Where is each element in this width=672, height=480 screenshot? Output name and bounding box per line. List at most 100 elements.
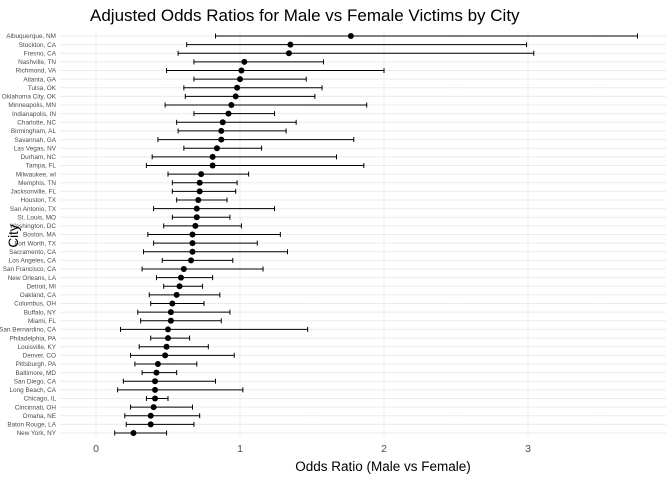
y-axis-title: City xyxy=(6,224,21,247)
y-tick-label: St. Louis, MO xyxy=(17,214,56,221)
y-tick-label: Miami, FL xyxy=(28,318,56,325)
y-tick-label: Memphis, TN xyxy=(18,180,56,187)
x-tick-label: 3 xyxy=(525,443,531,455)
odds-ratio-point xyxy=(189,240,196,247)
y-tick-label: New Orleans, LA xyxy=(8,275,57,282)
y-tick-label: Charlotte, NC xyxy=(17,120,56,127)
y-tick-label: Pittsburgh, PA xyxy=(16,361,57,368)
odds-ratio-point xyxy=(177,274,184,281)
y-tick-label: Buffalo, NY xyxy=(24,309,57,316)
y-tick-label: Indianapolis, IN xyxy=(12,111,56,118)
odds-ratio-point xyxy=(180,266,187,273)
odds-ratio-point xyxy=(192,222,199,229)
chart-title: Adjusted Odds Ratios for Male vs Female … xyxy=(90,6,520,25)
odds-ratio-point xyxy=(287,41,294,48)
y-tick-label: Sacramento, CA xyxy=(9,249,57,256)
odds-ratio-point xyxy=(165,326,171,333)
y-tick-label: Albuquerque, NM xyxy=(6,33,56,40)
odds-ratio-point xyxy=(196,188,203,195)
odds-ratio-point xyxy=(165,335,171,342)
odds-ratio-point xyxy=(285,50,292,57)
y-tick-label: Minneapolis, MN xyxy=(8,102,56,109)
odds-ratio-point xyxy=(209,162,216,169)
odds-ratio-point xyxy=(189,248,196,255)
y-tick-label: Fresno, CA xyxy=(24,50,57,57)
odds-ratio-point xyxy=(147,412,154,419)
odds-ratio-point xyxy=(167,317,174,324)
y-tick-label: Washington, DC xyxy=(10,223,57,230)
odds-ratio-point xyxy=(238,67,245,74)
odds-ratio-point xyxy=(152,395,159,402)
y-tick-label: Omaha, NE xyxy=(23,413,56,420)
odds-ratio-point xyxy=(167,309,174,316)
odds-ratio-point xyxy=(195,196,202,203)
confidence-intervals xyxy=(114,33,638,436)
odds-ratio-point xyxy=(169,300,176,307)
y-tick-label: San Francisco, CA xyxy=(3,266,57,273)
odds-ratio-point xyxy=(153,369,160,376)
odds-ratio-point xyxy=(228,102,235,109)
y-tick-label: San Bernardino, CA xyxy=(0,327,57,334)
y-tick-label: Atlanta, GA xyxy=(23,76,56,83)
y-tick-label: Oakland, CA xyxy=(20,292,57,299)
odds-ratio-point xyxy=(218,127,225,134)
odds-ratio-point xyxy=(162,352,169,359)
y-tick-label: Oklahoma City, OK xyxy=(2,94,57,101)
y-tick-label: San Diego, CA xyxy=(14,378,57,385)
y-tick-label: Stockton, CA xyxy=(19,42,57,49)
odds-ratio-point xyxy=(193,214,200,221)
y-tick-label: Houston, TX xyxy=(21,197,57,204)
y-tick-label: Columbus, OH xyxy=(14,301,56,308)
y-tick-label: Tulsa, OK xyxy=(28,85,57,92)
odds-ratio-point xyxy=(188,257,195,264)
odds-ratio-point xyxy=(232,93,239,100)
odds-ratio-point xyxy=(234,84,241,91)
odds-ratio-point xyxy=(225,110,232,117)
y-tick-label: Nashville, TN xyxy=(18,59,56,66)
y-tick-label: Cincinnati, OH xyxy=(15,404,57,411)
odds-ratio-point xyxy=(193,205,200,212)
x-tick-label: 2 xyxy=(381,443,387,455)
y-tick-label: Birmingham, AL xyxy=(11,128,57,135)
odds-ratio-point xyxy=(173,291,180,298)
y-tick-label: Richmond, VA xyxy=(16,68,57,75)
odds-ratio-points xyxy=(130,33,354,436)
odds-ratio-point xyxy=(176,283,183,290)
odds-ratio-point xyxy=(198,171,205,178)
odds-ratio-point xyxy=(189,231,196,238)
y-tick-label: Baltimore, MD xyxy=(16,370,57,377)
x-tick-label: 1 xyxy=(237,443,243,455)
odds-ratio-point xyxy=(209,153,216,160)
odds-ratio-point xyxy=(241,58,248,65)
y-tick-label: Baton Rouge, LA xyxy=(7,422,56,429)
odds-ratio-point xyxy=(150,404,157,411)
x-axis-title: Odds Ratio (Male vs Female) xyxy=(295,459,471,474)
odds-ratio-point xyxy=(196,179,203,186)
y-tick-label: Los Angeles, CA xyxy=(9,258,57,265)
odds-ratio-point xyxy=(130,430,137,436)
odds-ratio-point xyxy=(152,378,159,385)
y-tick-label: Savannah, GA xyxy=(14,137,56,144)
y-tick-label: Las Vegas, NV xyxy=(14,145,57,152)
y-tick-label: Chicago, IL xyxy=(24,396,57,403)
odds-ratio-point xyxy=(237,76,243,83)
y-tick-label: New York, NY xyxy=(17,430,57,437)
y-tick-label: Fort Worth, TX xyxy=(14,240,56,247)
odds-ratio-point xyxy=(213,145,220,152)
y-tick-label: Detroit, MI xyxy=(27,283,57,290)
odds-ratio-point xyxy=(218,136,225,143)
x-axis-tick-labels: 0 1 2 3 xyxy=(93,443,531,455)
y-tick-label: Long Beach, CA xyxy=(9,387,56,394)
x-tick-label: 0 xyxy=(93,443,99,455)
odds-ratio-point xyxy=(147,421,154,428)
odds-ratio-point xyxy=(219,119,226,126)
odds-ratio-point xyxy=(347,33,354,39)
odds-ratio-point xyxy=(154,360,161,367)
y-tick-label: Denver, CO xyxy=(23,353,56,360)
odds-ratio-point xyxy=(163,343,170,350)
y-tick-label: San Antonio, TX xyxy=(10,206,57,213)
y-tick-label: Durham, NC xyxy=(20,154,56,161)
odds-ratio-point xyxy=(152,386,159,393)
y-tick-label: Jacksonville, FL xyxy=(11,189,57,196)
